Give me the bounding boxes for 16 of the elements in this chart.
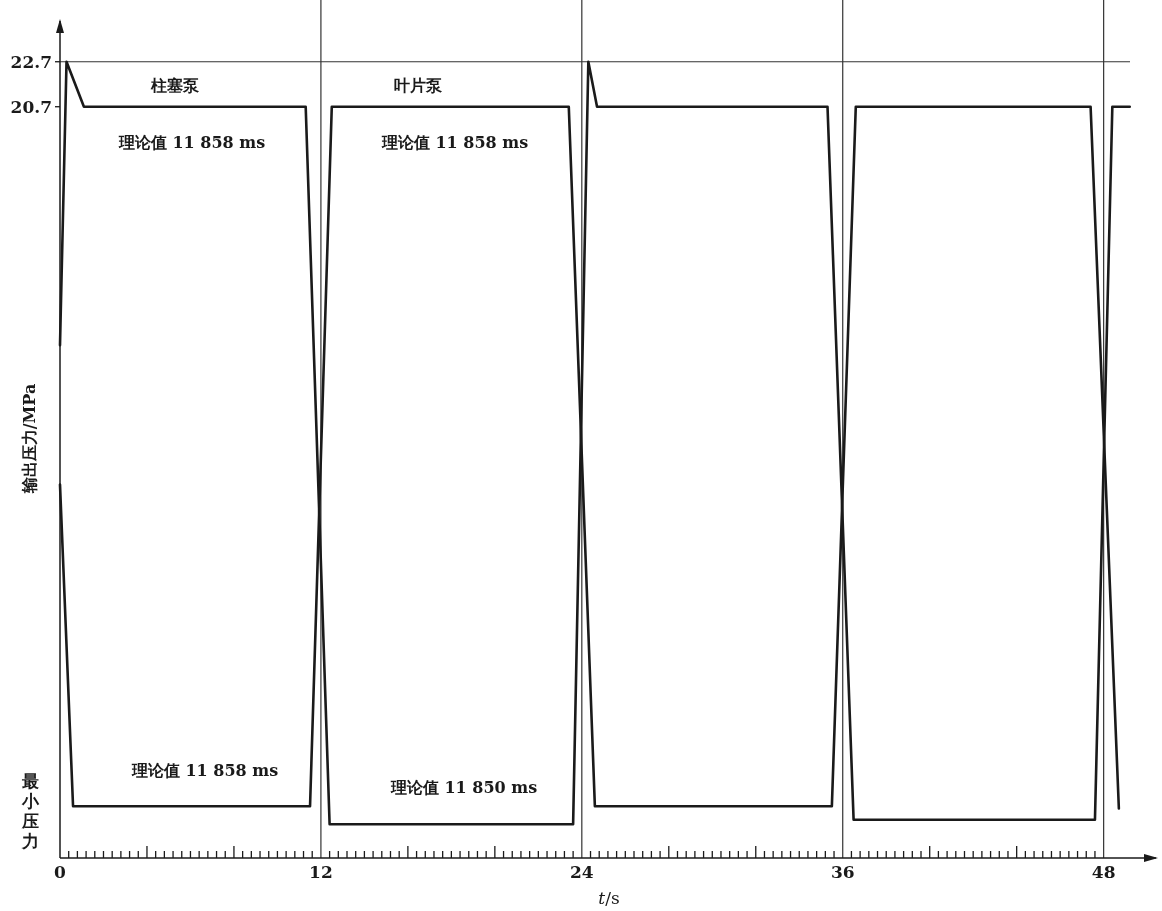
x-tick-label: 12 <box>309 862 333 882</box>
y-tick-label: 20.7 <box>10 96 52 117</box>
x-axis-title: t/s <box>598 888 620 908</box>
annotation: 理论值 11 858 ms <box>130 761 279 780</box>
annotation: 理论值 11 858 ms <box>380 133 529 152</box>
x-tick-label: 0 <box>54 862 67 882</box>
y-tick-label: 最小压力 <box>20 770 40 851</box>
annotation: 柱塞泵 <box>150 76 200 95</box>
annotation: 叶片泵 <box>394 76 443 95</box>
annotation: 理论值 11 858 ms <box>117 133 266 152</box>
y-axis-title: 输出压力/MPa <box>20 383 39 495</box>
x-tick-label: 48 <box>1091 862 1116 882</box>
y-tick-label: 22.7 <box>10 51 52 72</box>
annotation: 理论值 11 850 ms <box>389 778 538 797</box>
x-tick-label: 24 <box>569 862 594 882</box>
x-tick-label: 36 <box>830 862 855 882</box>
